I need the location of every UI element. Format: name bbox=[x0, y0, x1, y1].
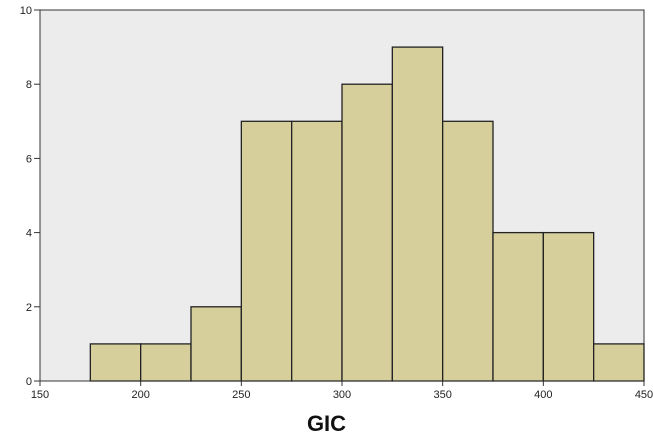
histogram-bar-2 bbox=[190, 306, 242, 382]
x-tick-label-350: 350 bbox=[433, 389, 451, 401]
x-tick-label-200: 200 bbox=[131, 389, 149, 401]
y-tick-label-6: 6 bbox=[26, 153, 32, 165]
histogram-bar-4 bbox=[291, 120, 343, 382]
histogram-bar-6 bbox=[391, 46, 444, 382]
x-axis-label: GIC bbox=[306, 411, 347, 436]
x-axis: 150 200 250 300 350 400 450 bbox=[31, 380, 653, 401]
x-tick-label-450: 450 bbox=[635, 389, 653, 401]
histogram-bar-8 bbox=[492, 231, 544, 382]
y-tick-label-4: 4 bbox=[26, 228, 32, 240]
y-axis: 0 2 4 6 8 10 bbox=[20, 5, 41, 388]
histogram-bar-3 bbox=[240, 120, 293, 382]
histogram-bar-9 bbox=[542, 231, 595, 382]
y-tick-label-10: 10 bbox=[20, 5, 32, 17]
y-tick-label-2: 2 bbox=[26, 302, 32, 314]
x-tick-label-400: 400 bbox=[534, 389, 552, 401]
histogram-bar-1 bbox=[140, 343, 192, 382]
x-tick-label-250: 250 bbox=[232, 389, 250, 401]
x-tick-label-150: 150 bbox=[31, 389, 49, 401]
histogram-bar-10 bbox=[593, 343, 645, 382]
histogram-bar-7 bbox=[442, 120, 494, 382]
histogram-bar-5 bbox=[341, 83, 393, 382]
y-tick-label-0: 0 bbox=[26, 376, 32, 388]
bars-group bbox=[89, 46, 645, 382]
x-tick-label-300: 300 bbox=[333, 389, 351, 401]
histogram-bar-0 bbox=[89, 343, 142, 382]
y-tick-label-8: 8 bbox=[26, 79, 32, 91]
